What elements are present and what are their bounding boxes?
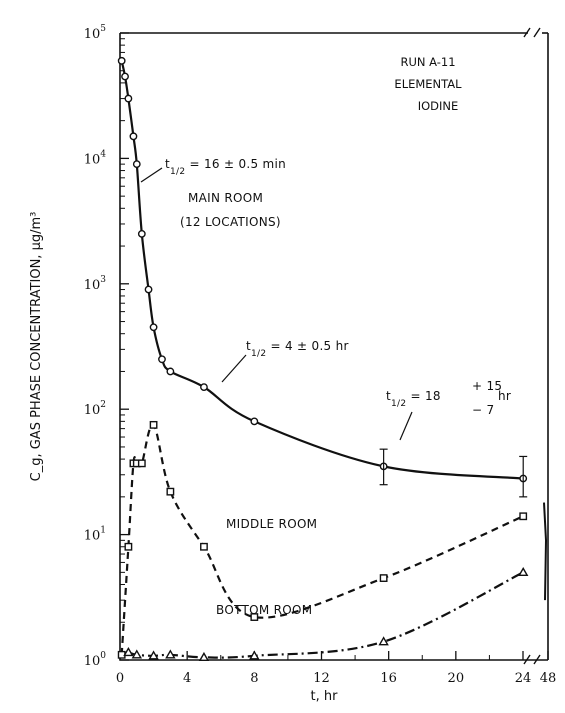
x-tick-label: 20 bbox=[448, 671, 465, 686]
half-life-plus: + 15 bbox=[472, 379, 502, 393]
half-life-value: = 18 bbox=[406, 389, 440, 403]
y-tick-base: 10 bbox=[84, 152, 101, 167]
half-life-t: t bbox=[246, 339, 251, 353]
run-label-line: ELEMENTAL bbox=[394, 77, 462, 91]
y-axis-title: C_g, GAS PHASE CONCENTRATION, µg/m³ bbox=[29, 212, 44, 482]
half-life-value: = 16 ± 0.5 min bbox=[185, 157, 286, 171]
y-tick-base: 10 bbox=[84, 654, 101, 669]
y-tick-exponent: 4 bbox=[100, 149, 106, 159]
main-room-point bbox=[158, 355, 166, 364]
main-room-point bbox=[124, 94, 133, 103]
middle-room-point bbox=[124, 542, 133, 551]
axis-break-mark bbox=[533, 27, 541, 38]
half-life-t: t bbox=[386, 389, 391, 403]
half-life-minus: − 7 bbox=[472, 403, 494, 417]
x-tick-label: 4 bbox=[183, 671, 191, 686]
bottom-room-point bbox=[131, 649, 142, 659]
y-tick-base: 10 bbox=[84, 278, 101, 293]
bottom-room-point bbox=[378, 636, 389, 646]
main-room-point bbox=[132, 160, 141, 169]
annotation-leader bbox=[140, 167, 163, 183]
middle-room-point bbox=[250, 613, 259, 621]
middle-room-point bbox=[166, 487, 175, 496]
series-line-1 bbox=[120, 423, 524, 655]
y-tick-base: 10 bbox=[84, 403, 101, 418]
half-life-value: = 4 ± 0.5 hr bbox=[266, 339, 348, 353]
annotation-leader bbox=[399, 411, 413, 441]
axis-break-mark bbox=[523, 654, 531, 665]
run-label-line: IODINE bbox=[418, 99, 459, 113]
series-layer bbox=[117, 56, 548, 662]
half-life-main-fast: t1/2 = 16 ± 0.5 min bbox=[165, 157, 286, 177]
axis-break-mark bbox=[523, 27, 531, 38]
half-life-subscript: 1/2 bbox=[251, 349, 266, 359]
bottom-room-point bbox=[198, 651, 210, 662]
main-room-point bbox=[250, 417, 259, 426]
y-tick-label: 103 bbox=[84, 275, 107, 293]
middle-room-point bbox=[117, 650, 126, 659]
run-label-line: RUN A-11 bbox=[400, 55, 455, 69]
bottom-room-point bbox=[148, 650, 159, 660]
y-tick-label: 101 bbox=[84, 526, 106, 544]
middle-room-label: MIDDLE ROOM bbox=[226, 517, 317, 531]
main-room-point bbox=[137, 229, 146, 238]
middle-room-point bbox=[519, 512, 528, 521]
x-tick-label: 16 bbox=[380, 671, 397, 686]
series-line-0 bbox=[120, 60, 524, 480]
y-tick-exponent: 3 bbox=[100, 275, 106, 285]
main-room-point bbox=[200, 383, 208, 392]
bottom-room-point bbox=[249, 650, 260, 660]
x-tick-label: 12 bbox=[313, 671, 330, 686]
series-line-2 bbox=[128, 571, 524, 659]
middle-room-point bbox=[137, 459, 146, 468]
x-tick-label: 48 bbox=[540, 671, 557, 686]
y-tick-label: 104 bbox=[84, 149, 107, 167]
y-tick-exponent: 5 bbox=[100, 24, 106, 34]
x-tick-label: 8 bbox=[250, 671, 258, 686]
main-room-point bbox=[129, 132, 138, 141]
main-room-point bbox=[117, 56, 126, 65]
half-life-t: t bbox=[165, 157, 170, 171]
y-tick-exponent: 0 bbox=[100, 651, 106, 661]
axis-break-mark bbox=[533, 654, 541, 665]
main-room-point bbox=[166, 367, 175, 376]
half-life-main-slow: t1/2 = 18 bbox=[386, 389, 441, 409]
bottom-room-point bbox=[165, 649, 176, 659]
bottom-room-label: BOTTOM ROOM bbox=[216, 603, 312, 617]
annotation-leader bbox=[221, 354, 247, 383]
bottom-room-point bbox=[518, 566, 529, 577]
main-room-point bbox=[121, 72, 129, 81]
main-room-point bbox=[149, 323, 158, 332]
middle-room-point bbox=[200, 542, 208, 551]
x-tick-label: 0 bbox=[116, 671, 124, 686]
middle-room-point bbox=[149, 420, 158, 429]
x-axis-title: t, hr bbox=[311, 689, 339, 704]
middle-room-point bbox=[379, 574, 388, 582]
y-tick-exponent: 1 bbox=[100, 526, 106, 536]
y-tick-base: 10 bbox=[84, 529, 101, 544]
half-life-subscript: 1/2 bbox=[391, 399, 406, 409]
half-life-unit: hr bbox=[498, 389, 511, 403]
half-life-main-mid: t1/2 = 4 ± 0.5 hr bbox=[246, 339, 349, 359]
bottom-room-point bbox=[123, 646, 134, 657]
y-tick-base: 10 bbox=[84, 27, 101, 42]
main-room-label: MAIN ROOM bbox=[188, 191, 263, 205]
main-room-locations-label: (12 LOCATIONS) bbox=[180, 215, 281, 229]
y-tick-label: 100 bbox=[84, 651, 107, 669]
y-tick-label: 102 bbox=[84, 400, 106, 418]
y-tick-exponent: 2 bbox=[100, 400, 106, 410]
y-tick-label: 105 bbox=[84, 24, 107, 42]
late-segment-48hr bbox=[543, 502, 548, 601]
main-room-point bbox=[144, 285, 153, 294]
axes bbox=[119, 27, 549, 665]
x-tick-label: 24 bbox=[515, 671, 532, 686]
half-life-subscript: 1/2 bbox=[170, 167, 185, 177]
